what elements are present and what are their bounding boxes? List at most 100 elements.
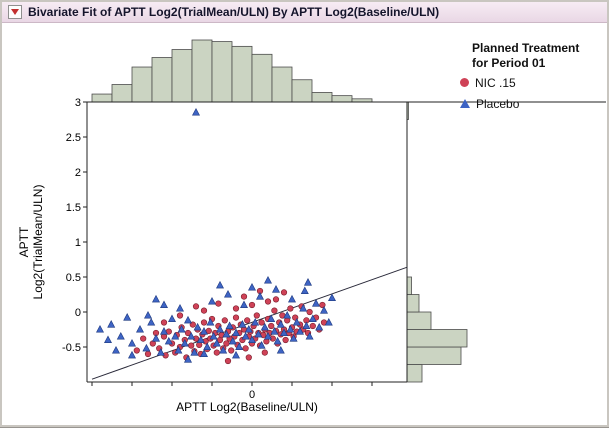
top-histogram-bar[interactable] xyxy=(191,39,213,103)
scatter-point-placebo[interactable] xyxy=(219,345,228,354)
top-histogram-bar[interactable] xyxy=(151,57,173,103)
scatter-point-placebo[interactable] xyxy=(104,335,112,343)
scatter-point-placebo[interactable] xyxy=(184,355,192,363)
scatter-point-placebo[interactable] xyxy=(142,343,151,352)
scatter-point-placebo[interactable] xyxy=(308,314,317,322)
top-histogram-bar[interactable] xyxy=(91,93,113,103)
top-histogram-bar[interactable] xyxy=(251,53,273,103)
scatter-point-placebo[interactable] xyxy=(305,331,314,340)
scatter-point-placebo[interactable] xyxy=(292,317,301,326)
scatter-point-placebo[interactable] xyxy=(328,293,336,301)
right-histogram-bar[interactable] xyxy=(406,364,423,383)
scatter-point-placebo[interactable] xyxy=(180,338,189,347)
scatter-point-placebo[interactable] xyxy=(196,335,205,343)
scatter-point-placebo[interactable] xyxy=(216,280,224,289)
scatter-point-nic[interactable] xyxy=(200,307,208,314)
scatter-point-placebo[interactable] xyxy=(200,327,208,335)
fit-line[interactable] xyxy=(91,266,408,380)
legend-item-placebo[interactable]: Placebo xyxy=(460,94,579,113)
right-histogram-bar[interactable] xyxy=(406,311,432,330)
legend-item-nic[interactable]: NIC .15 xyxy=(460,73,579,92)
scatter-point-placebo[interactable] xyxy=(232,328,240,336)
scatter-point-placebo[interactable] xyxy=(302,321,311,329)
scatter-point-nic[interactable] xyxy=(319,301,326,309)
scatter-point-placebo[interactable] xyxy=(209,331,218,340)
scatter-point-nic[interactable] xyxy=(213,349,220,356)
scatter-point-placebo[interactable] xyxy=(193,322,202,331)
scatter-point-nic[interactable] xyxy=(224,357,232,365)
scatter-point-placebo[interactable] xyxy=(216,324,224,333)
scatter-point-placebo[interactable] xyxy=(289,334,298,342)
scatter-point-placebo[interactable] xyxy=(267,314,276,322)
scatter-point-placebo[interactable] xyxy=(160,300,168,308)
scatter-point-placebo[interactable] xyxy=(232,350,240,359)
scatter-point-placebo[interactable] xyxy=(256,292,264,300)
scatter-point-placebo[interactable] xyxy=(251,317,260,326)
scatter-point-nic[interactable] xyxy=(309,322,316,330)
scatter-point-placebo[interactable] xyxy=(235,342,244,350)
scatter-point-placebo[interactable] xyxy=(273,336,282,345)
scatter-point-nic[interactable] xyxy=(188,342,195,349)
top-histogram-bar[interactable] xyxy=(331,95,353,103)
scatter-point-placebo[interactable] xyxy=(280,328,288,336)
scatter-point-placebo[interactable] xyxy=(312,299,320,307)
scatter-point-nic[interactable] xyxy=(272,296,280,303)
scatter-point-nic[interactable] xyxy=(261,349,268,356)
scatter-point-placebo[interactable] xyxy=(174,345,183,354)
scatter-point-placebo[interactable] xyxy=(276,345,285,354)
scatter-point-nic[interactable] xyxy=(215,300,222,307)
scatter-point-placebo[interactable] xyxy=(160,327,168,335)
scatter-point-placebo[interactable] xyxy=(152,334,160,342)
scatter-point-nic[interactable] xyxy=(268,322,275,330)
scatter-point-nic[interactable] xyxy=(271,307,278,314)
scatter-point-placebo[interactable] xyxy=(296,327,304,335)
scatter-point-nic[interactable] xyxy=(258,319,265,326)
scatter-point-nic[interactable] xyxy=(282,336,289,344)
scatter-point-placebo[interactable] xyxy=(96,324,104,333)
scatter-point-placebo[interactable] xyxy=(283,310,292,319)
scatter-point-placebo[interactable] xyxy=(299,303,308,312)
scatter-point-nic[interactable] xyxy=(240,293,248,300)
scatter-point-nic[interactable] xyxy=(200,319,208,326)
scatter-point-placebo[interactable] xyxy=(248,335,256,343)
scatter-point-placebo[interactable] xyxy=(168,314,176,322)
scatter-point-placebo[interactable] xyxy=(112,345,120,354)
scatter-point-placebo[interactable] xyxy=(222,329,231,338)
scatter-point-placebo[interactable] xyxy=(241,331,250,340)
scatter-point-nic[interactable] xyxy=(221,317,228,324)
scatter-point-placebo[interactable] xyxy=(288,294,296,303)
scatter-point-placebo[interactable] xyxy=(224,289,232,298)
scatter-point-placebo[interactable] xyxy=(200,349,208,357)
scatter-point-placebo[interactable] xyxy=(257,341,266,349)
scatter-point-nic[interactable] xyxy=(228,347,235,354)
scatter-point-placebo[interactable] xyxy=(123,313,132,321)
top-histogram-bar[interactable] xyxy=(271,66,293,103)
scatter-point-placebo[interactable] xyxy=(260,322,269,331)
scatter-point-placebo[interactable] xyxy=(184,315,192,324)
scatter-point-placebo[interactable] xyxy=(203,342,212,350)
scatter-point-placebo[interactable] xyxy=(156,348,165,356)
scatter-point-nic[interactable] xyxy=(245,354,252,361)
scatter-point-placebo[interactable] xyxy=(254,329,263,338)
scatter-point-placebo[interactable] xyxy=(300,286,309,294)
scatter-point-placebo[interactable] xyxy=(264,331,272,340)
scatter-point-placebo[interactable] xyxy=(244,324,253,333)
scatter-point-nic[interactable] xyxy=(248,301,256,309)
scatter-point-placebo[interactable] xyxy=(276,320,285,328)
scatter-point-nic[interactable] xyxy=(133,347,140,354)
scatter-point-placebo[interactable] xyxy=(147,317,156,326)
scatter-point-nic[interactable] xyxy=(244,317,251,324)
scatter-point-nic[interactable] xyxy=(223,340,230,347)
scatter-point-placebo[interactable] xyxy=(171,331,180,340)
scatter-point-placebo[interactable] xyxy=(206,317,215,326)
right-histogram-bar[interactable] xyxy=(406,346,462,365)
right-histogram-bar[interactable] xyxy=(406,276,412,295)
scatter-point-placebo[interactable] xyxy=(128,338,136,347)
scatter-point-nic[interactable] xyxy=(160,319,168,326)
scatter-point-nic[interactable] xyxy=(280,289,288,296)
scatter-point-nic[interactable] xyxy=(253,312,260,319)
top-histogram-bar[interactable] xyxy=(211,41,233,103)
scatter-point-placebo[interactable] xyxy=(212,338,221,347)
scatter-point-nic[interactable] xyxy=(287,305,294,312)
right-histogram-bar[interactable] xyxy=(406,294,420,313)
